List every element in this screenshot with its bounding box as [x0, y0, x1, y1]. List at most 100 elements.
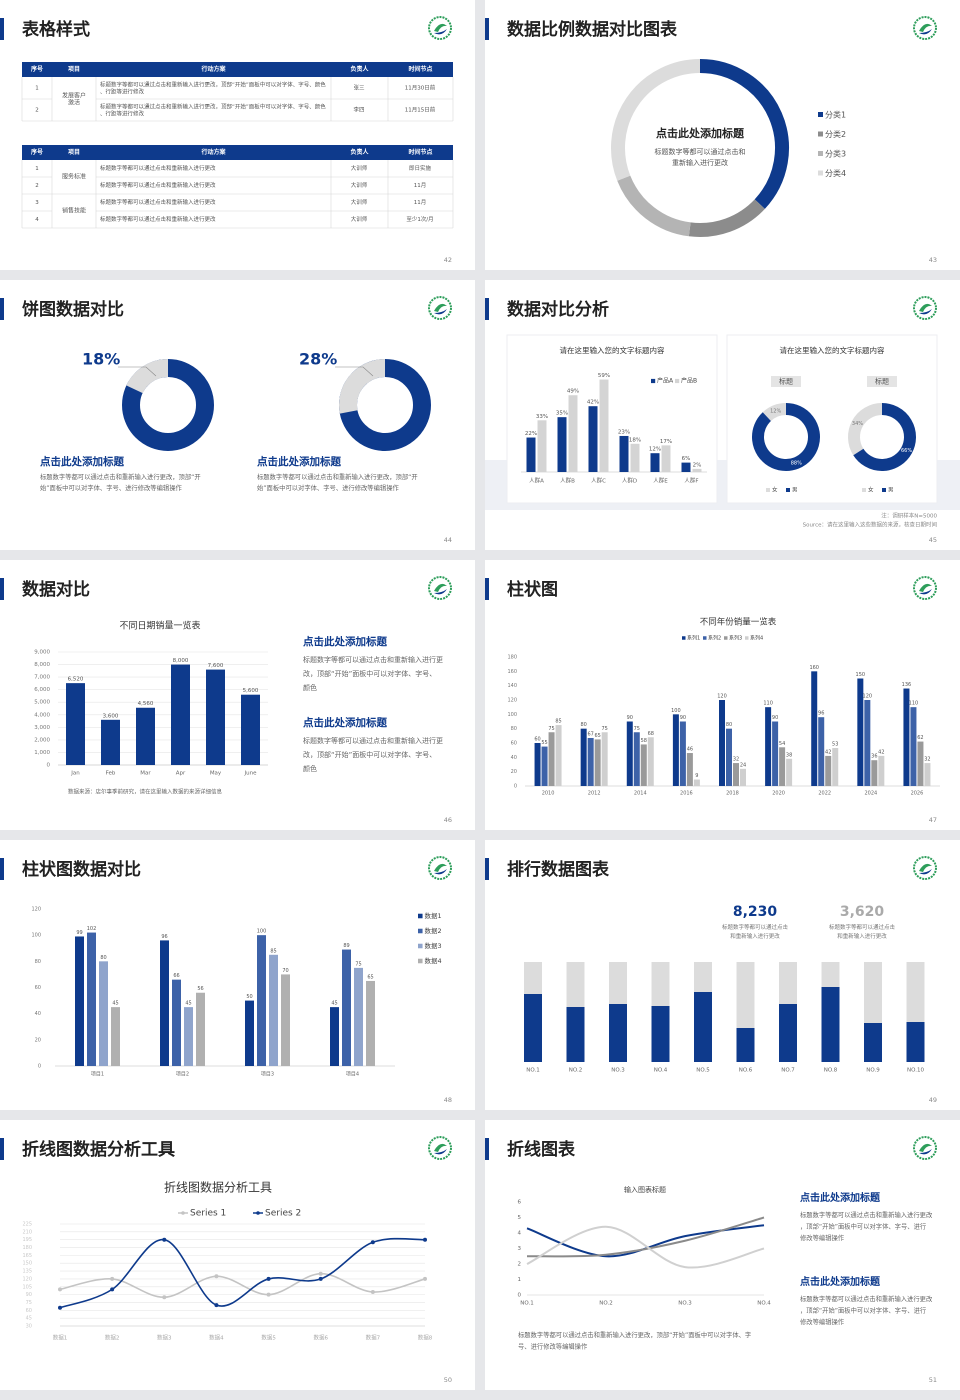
label-box: [771, 376, 801, 387]
bar-value-label: 22%: [525, 431, 537, 437]
bar: [686, 753, 693, 786]
bar-value-label: 33%: [536, 414, 548, 420]
bar: [672, 714, 679, 786]
bar: [588, 406, 598, 472]
x-tick-label: NO.1: [526, 1068, 539, 1074]
y-tick-label: 140: [507, 683, 517, 689]
table-header-cell: 项目: [68, 65, 80, 73]
bar: [541, 746, 548, 786]
bar-value-label: 23%: [618, 429, 630, 435]
bar: [524, 994, 542, 1062]
slide-bg: [0, 0, 475, 270]
bar-value-label: 49%: [567, 389, 579, 395]
bar: [601, 732, 608, 786]
legend-label: 分类2: [825, 129, 846, 139]
source: Source：请在这里输入这些数据的来源，核查日期时间: [803, 521, 937, 529]
pie-segment: [762, 403, 787, 422]
table-cell: 张三: [353, 84, 365, 92]
x-tick-label: NO.5: [696, 1068, 710, 1074]
x-tick-label: 2016: [680, 791, 693, 797]
bar: [196, 992, 205, 1066]
bar: [594, 739, 601, 786]
logo-mark: [434, 23, 447, 32]
legend-label: 系列1: [687, 635, 700, 642]
x-tick-label: 数据6: [313, 1334, 328, 1342]
line-marker: [266, 1292, 271, 1297]
bar-value-label: 55: [541, 740, 547, 746]
item-text: 标题数字等都可以通过点击和重新输入进行更改 ，顶部“开始”面板中可以对字体、字号、…: [800, 1210, 933, 1242]
item-heading: 点击此处添加标题: [303, 716, 387, 729]
x-tick-label: NO.1: [520, 1301, 533, 1307]
item-heading: 点击此处添加标题: [303, 635, 387, 648]
table-header-cell: 行动方案: [200, 65, 226, 73]
x-tick-label: 项目3: [261, 1072, 274, 1078]
page-number: 51: [929, 1376, 937, 1384]
table-cell: 大训师: [351, 198, 368, 206]
bar-value-label: 100: [671, 708, 681, 714]
table-cell: 1: [35, 86, 39, 92]
bar: [864, 1023, 882, 1062]
bar-value-label: 60: [534, 737, 540, 743]
bar-value-label: 59%: [598, 373, 610, 379]
bar-value-label: 45: [331, 1001, 337, 1007]
table-cell: 11月15日前: [405, 106, 436, 114]
logo-mark: [919, 869, 932, 875]
y-tick-label: 100: [507, 712, 517, 718]
text-line: 修改等编辑操作: [800, 1317, 845, 1326]
legend-swatch: [651, 378, 656, 384]
bar: [924, 763, 931, 786]
text-line: ，顶部“开始”面板中可以对字体、字号、进行: [800, 1222, 927, 1231]
text-line: 标题数字等都可以通过点击和重新输入进行更改，顶部“开始”面板中可以对字体、字: [518, 1330, 751, 1339]
page-number: 42: [444, 256, 452, 264]
y-tick-label: 105: [22, 1284, 32, 1290]
text-line: 标题数字等都可以通过点击和重新输入进行更改: [800, 1210, 933, 1219]
bar: [206, 669, 225, 765]
x-tick-label: NO.2: [599, 1301, 612, 1307]
logo-mark: [919, 303, 932, 312]
logo-mark: [919, 863, 932, 872]
bar: [75, 936, 84, 1066]
bar: [832, 748, 839, 786]
bar: [818, 717, 825, 786]
y-tick-label: 80: [511, 726, 517, 732]
logo-mark: [434, 29, 447, 35]
logo: [428, 1136, 452, 1160]
bar-value-label: 75: [634, 726, 640, 732]
y-tick-label: 0: [514, 784, 517, 790]
y-tick-label: 120: [507, 698, 517, 704]
logo-mark: [919, 309, 932, 315]
bar-value-label: 54: [779, 741, 785, 747]
y-tick-label: 60: [26, 1308, 32, 1314]
y-tick-label: 160: [507, 669, 517, 675]
y-tick-label: 2: [518, 1262, 522, 1268]
x-tick-label: 2022: [818, 791, 831, 797]
bar: [557, 417, 567, 472]
legend-label: 分类1: [825, 110, 846, 120]
x-tick-label: NO.10: [907, 1068, 924, 1074]
logo: [913, 856, 937, 880]
table-cell: 销售技能: [62, 207, 86, 215]
pie-segment: [339, 359, 386, 414]
y-tick-label: 5: [518, 1215, 522, 1221]
text-line: 改，顶部“开始”面板中可以对字体、字号、: [303, 669, 436, 678]
text-line: 标题数字等都可以通过点击: [722, 923, 789, 931]
x-tick-label: NO.2: [569, 1068, 582, 1074]
bar-value-label: 3,600: [103, 713, 119, 719]
value-label: 88%: [791, 461, 802, 467]
item-text: 标题数字等都可以通过点击和重新输入进行更改 ，顶部“开始”面板中可以对字体、字号、…: [800, 1294, 933, 1326]
bar-value-label: 45: [112, 1001, 118, 1007]
bar: [857, 678, 864, 786]
bar-value-label: 32: [733, 757, 739, 763]
slide: 数据对比 46 不同日期销量一览表 0 1,000 2,000 3,000 4,000 5,00…: [0, 560, 475, 830]
y-tick-label: 165: [22, 1253, 32, 1259]
bar-value-label: 85: [555, 719, 561, 725]
bar: [864, 700, 871, 786]
table-cell: 标题数字等都可以通过点击和重新输入进行更改，顶部“开始”面板中可以对字体、字号、…: [100, 80, 326, 95]
bar-value-label: 17%: [660, 439, 672, 445]
table-cell: 3: [35, 200, 39, 206]
y-tick-label: 3,000: [34, 725, 50, 731]
bar-value-label: 46: [687, 747, 693, 753]
chart-title: 输入图表标题: [624, 1185, 666, 1194]
